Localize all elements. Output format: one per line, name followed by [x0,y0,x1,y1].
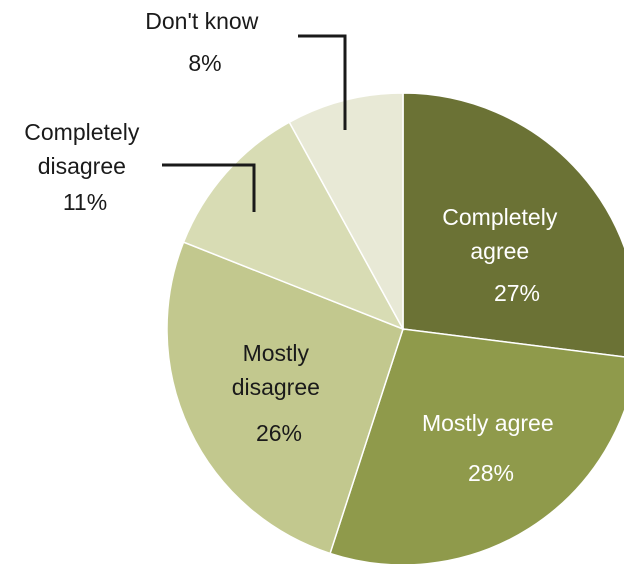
leader-line-dont-know [298,34,347,130]
pie-slices [166,92,624,564]
slice-label-mostly-disagree: Mostly disagree 26% [232,340,327,446]
pie-slice-completely-disagree [182,121,405,331]
leader-lines [162,34,347,212]
slice-label-completely-agree: Completely agree 27% [442,204,563,306]
slice-label-mostly-agree: Mostly agree 28% [422,410,560,486]
pie-slice-mostly-disagree [166,241,404,555]
slice-label-dont-know: Don't know 8% [145,8,264,76]
pie-slice-completely-agree [402,92,624,358]
slice-label-completely-disagree: Completely disagree 11% [24,119,145,215]
leader-line-completely-disagree [162,163,256,212]
